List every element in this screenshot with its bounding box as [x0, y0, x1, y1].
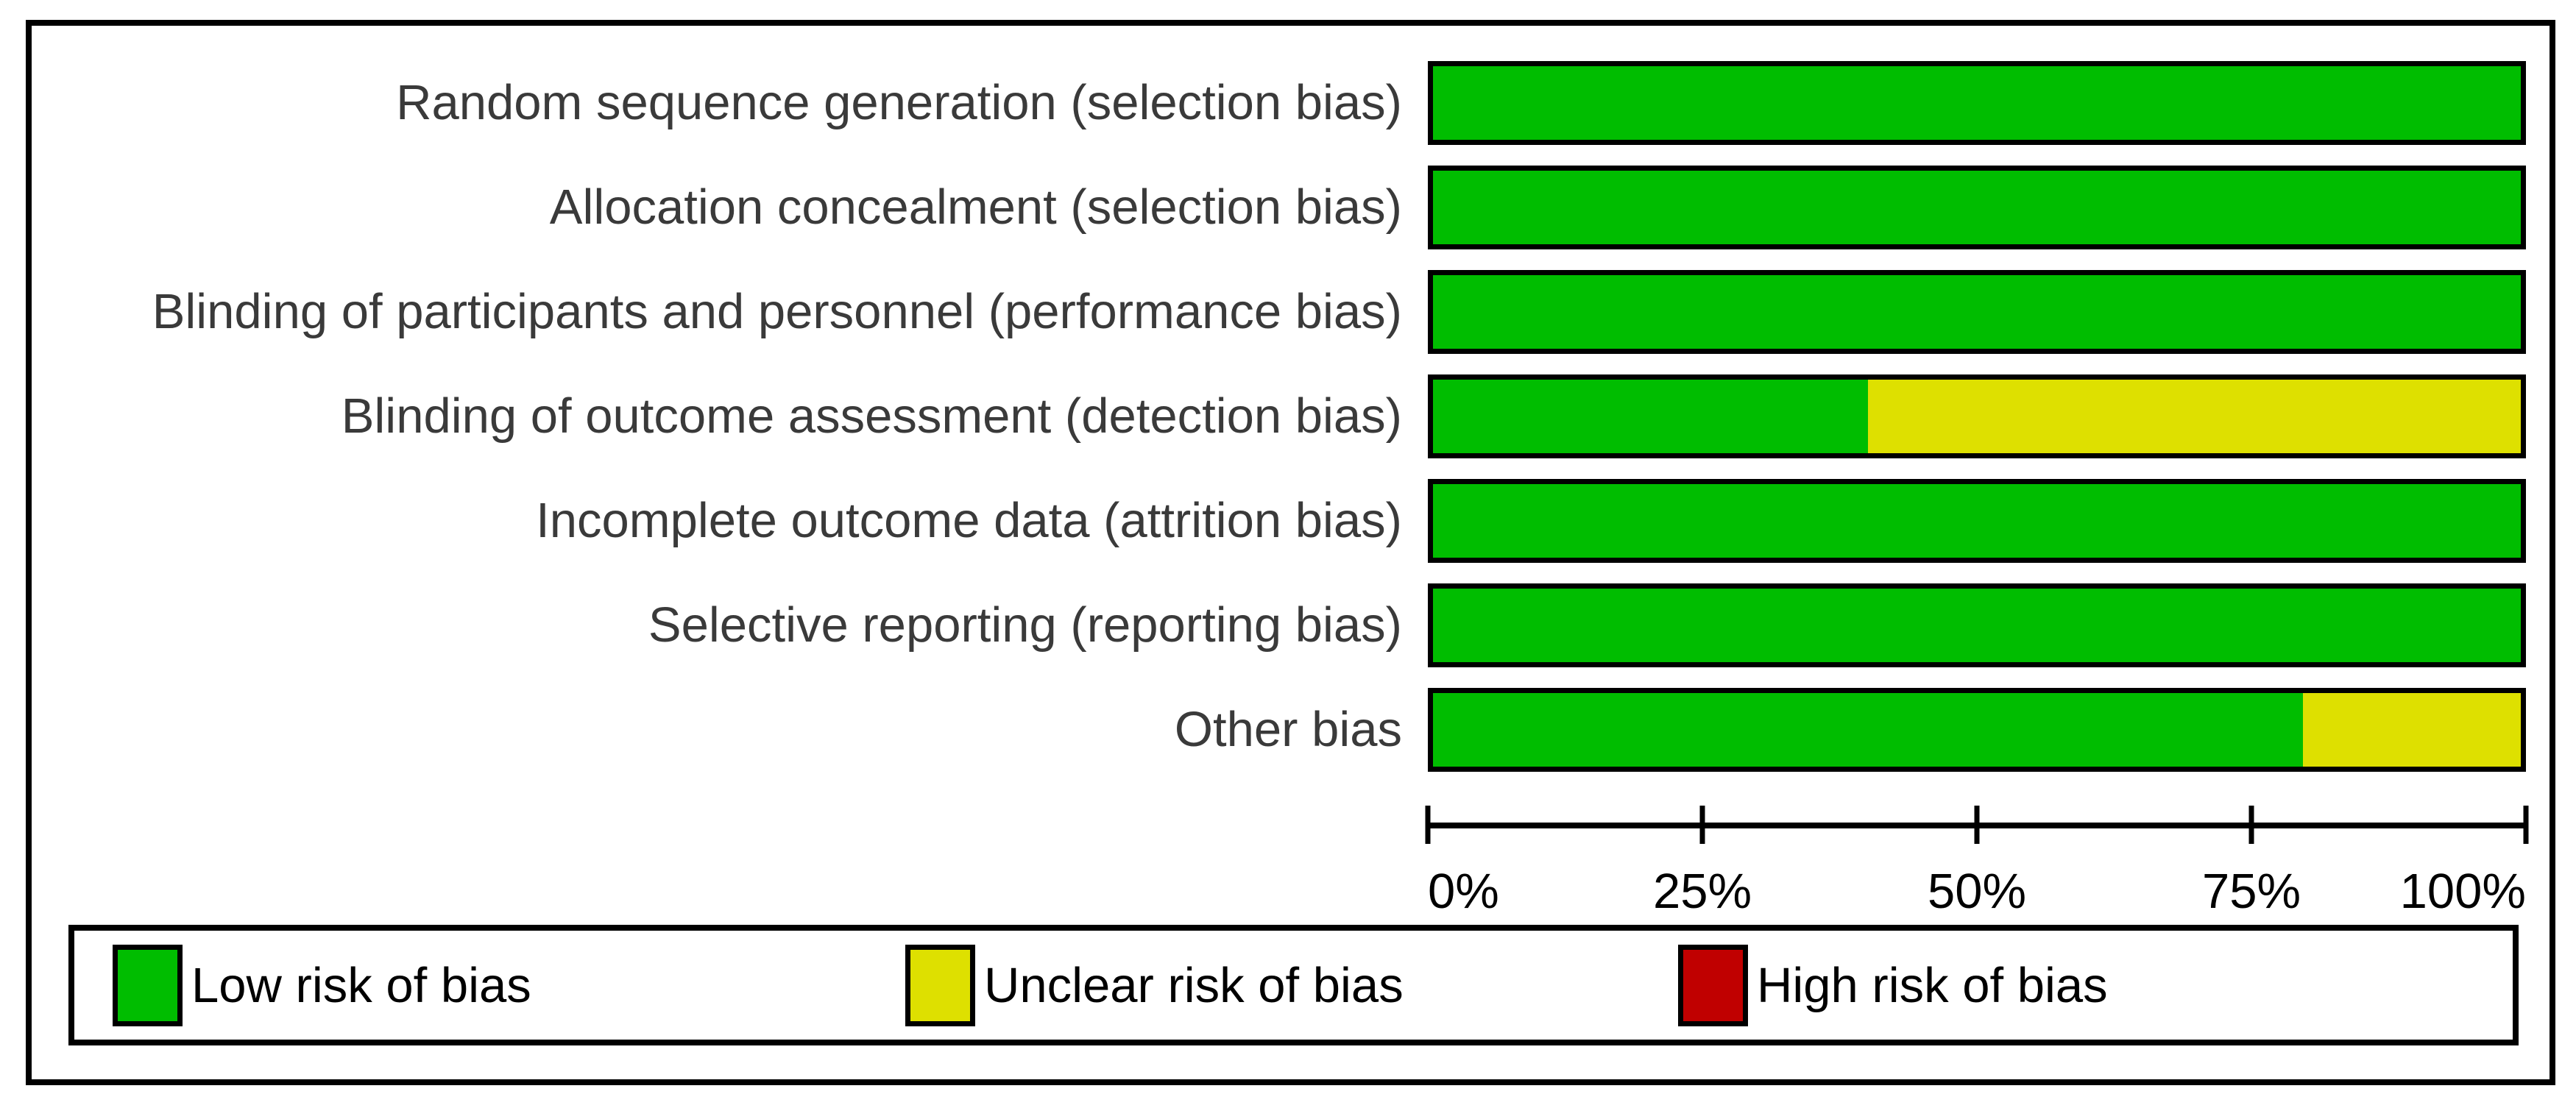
category-label: Selective reporting (reporting bias) [648, 597, 1402, 653]
chart-row: Selective reporting (reporting bias) [32, 573, 2550, 678]
chart-row: Incomplete outcome data (attrition bias) [32, 469, 2550, 573]
category-label: Random sequence generation (selection bi… [396, 75, 1402, 131]
axis-tick [1974, 806, 1980, 844]
legend-label: Unclear risk of bias [984, 957, 1404, 1013]
legend-item-low-risk: Low risk of bias [113, 931, 531, 1040]
stacked-bar [1428, 688, 2526, 772]
axis-tick-label: 0% [1428, 864, 1499, 919]
chart-row: Random sequence generation (selection bi… [32, 51, 2550, 155]
low-risk-segment [1433, 66, 2521, 140]
legend: Low risk of bias Unclear risk of bias Hi… [68, 925, 2519, 1045]
legend-item-high-risk: High risk of bias [1678, 931, 2108, 1040]
axis-tick [2523, 806, 2529, 844]
stacked-bar [1428, 166, 2526, 249]
stacked-bar [1428, 374, 2526, 458]
category-label: Other bias [1174, 702, 1402, 758]
category-label: Allocation concealment (selection bias) [549, 180, 1402, 235]
legend-label: High risk of bias [1757, 957, 2108, 1013]
axis-tick-label: 100% [2399, 864, 2526, 919]
axis-tick-label: 75% [2201, 864, 2301, 919]
stacked-bar [1428, 61, 2526, 145]
chart-row: Allocation concealment (selection bias) [32, 155, 2550, 260]
low-risk-segment [1433, 484, 2521, 558]
stacked-bar [1428, 583, 2526, 667]
x-axis-tick-labels: 0% 25% 50% 75% 100% [1428, 856, 2526, 919]
high-risk-swatch [1678, 944, 1748, 1026]
unclear-risk-segment [2303, 693, 2521, 767]
figure-frame: Random sequence generation (selection bi… [26, 20, 2555, 1085]
axis-tick-label: 25% [1652, 864, 1752, 919]
low-risk-segment [1433, 589, 2521, 662]
x-axis [1425, 806, 2529, 844]
legend-label: Low risk of bias [191, 957, 531, 1013]
category-label: Blinding of participants and personnel (… [152, 284, 1402, 340]
low-risk-segment [1433, 275, 2521, 349]
category-label: Blinding of outcome assessment (detectio… [341, 388, 1402, 444]
axis-tick [1425, 806, 1431, 844]
category-label: Incomplete outcome data (attrition bias) [536, 493, 1402, 549]
stacked-bar [1428, 270, 2526, 354]
stacked-bar [1428, 479, 2526, 563]
chart-row: Other bias [32, 678, 2550, 782]
axis-tick-label: 50% [1927, 864, 2027, 919]
axis-tick [1699, 806, 1705, 844]
low-risk-segment [1433, 380, 1869, 453]
chart-row: Blinding of outcome assessment (detectio… [32, 364, 2550, 469]
low-risk-swatch [113, 944, 183, 1026]
legend-item-unclear-risk: Unclear risk of bias [905, 931, 1404, 1040]
chart-row: Blinding of participants and personnel (… [32, 260, 2550, 364]
bar-rows: Random sequence generation (selection bi… [32, 51, 2550, 782]
low-risk-segment [1433, 693, 2304, 767]
unclear-risk-segment [1868, 380, 2521, 453]
axis-tick [2248, 806, 2254, 844]
unclear-risk-swatch [905, 944, 975, 1026]
low-risk-segment [1433, 171, 2521, 244]
